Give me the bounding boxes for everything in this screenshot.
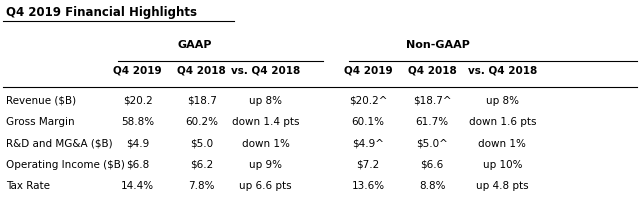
Text: $6.6: $6.6 bbox=[420, 160, 444, 170]
Text: $20.2: $20.2 bbox=[123, 96, 152, 105]
Text: Operating Income ($B): Operating Income ($B) bbox=[6, 160, 125, 170]
Text: $7.2: $7.2 bbox=[356, 160, 380, 170]
Text: vs. Q4 2018: vs. Q4 2018 bbox=[231, 66, 300, 76]
Text: up 9%: up 9% bbox=[249, 160, 282, 170]
Text: 14.4%: 14.4% bbox=[121, 181, 154, 191]
Text: $6.8: $6.8 bbox=[126, 160, 149, 170]
Text: Q4 2019: Q4 2019 bbox=[113, 66, 162, 76]
Text: $6.2: $6.2 bbox=[190, 160, 213, 170]
Text: $4.9: $4.9 bbox=[126, 139, 149, 148]
Text: 60.2%: 60.2% bbox=[185, 117, 218, 127]
Text: $5.0^: $5.0^ bbox=[416, 139, 448, 148]
Text: 13.6%: 13.6% bbox=[351, 181, 385, 191]
Text: down 1%: down 1% bbox=[479, 139, 526, 148]
Text: down 1%: down 1% bbox=[242, 139, 289, 148]
Text: 58.8%: 58.8% bbox=[121, 117, 154, 127]
Text: 7.8%: 7.8% bbox=[188, 181, 215, 191]
Text: up 8%: up 8% bbox=[249, 96, 282, 105]
Text: Q4 2018: Q4 2018 bbox=[177, 66, 226, 76]
Text: Q4 2018: Q4 2018 bbox=[408, 66, 456, 76]
Text: Q4 2019: Q4 2019 bbox=[344, 66, 392, 76]
Text: 60.1%: 60.1% bbox=[351, 117, 385, 127]
Text: 61.7%: 61.7% bbox=[415, 117, 449, 127]
Text: Q4 2019 Financial Highlights: Q4 2019 Financial Highlights bbox=[6, 6, 197, 19]
Text: Non-GAAP: Non-GAAP bbox=[406, 40, 470, 50]
Text: R&D and MG&A ($B): R&D and MG&A ($B) bbox=[6, 139, 113, 148]
Text: 8.8%: 8.8% bbox=[419, 181, 445, 191]
Text: $4.9^: $4.9^ bbox=[352, 139, 384, 148]
Text: $20.2^: $20.2^ bbox=[349, 96, 387, 105]
Text: up 8%: up 8% bbox=[486, 96, 519, 105]
Text: GAAP: GAAP bbox=[178, 40, 212, 50]
Text: up 4.8 pts: up 4.8 pts bbox=[476, 181, 529, 191]
Text: down 1.6 pts: down 1.6 pts bbox=[468, 117, 536, 127]
Text: Tax Rate: Tax Rate bbox=[6, 181, 51, 191]
Text: $18.7^: $18.7^ bbox=[413, 96, 451, 105]
Text: $5.0: $5.0 bbox=[190, 139, 213, 148]
Text: down 1.4 pts: down 1.4 pts bbox=[232, 117, 300, 127]
Text: Revenue ($B): Revenue ($B) bbox=[6, 96, 77, 105]
Text: up 6.6 pts: up 6.6 pts bbox=[239, 181, 292, 191]
Text: Gross Margin: Gross Margin bbox=[6, 117, 75, 127]
Text: $18.7: $18.7 bbox=[187, 96, 216, 105]
Text: vs. Q4 2018: vs. Q4 2018 bbox=[468, 66, 537, 76]
Text: up 10%: up 10% bbox=[483, 160, 522, 170]
